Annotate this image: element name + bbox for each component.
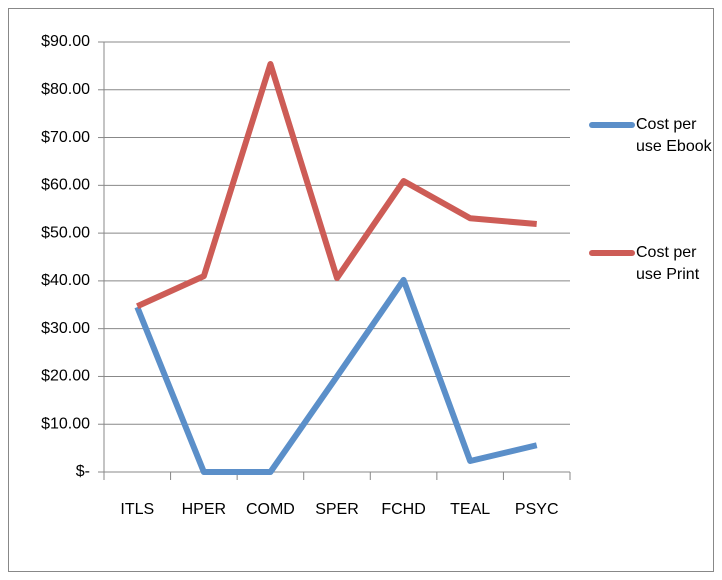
y-tick-label: $60.00 (41, 177, 90, 194)
y-tick-label: $80.00 (41, 81, 90, 98)
chart-border (8, 8, 714, 572)
y-tick-label: $90.00 (41, 33, 90, 50)
y-tick-label: $30.00 (41, 320, 90, 337)
y-tick-label: $40.00 (41, 272, 90, 289)
x-tick-label: COMD (246, 501, 295, 518)
x-tick-label: TEAL (450, 501, 490, 518)
y-tick-label: $10.00 (41, 415, 90, 432)
y-tick-label: $70.00 (41, 129, 90, 146)
legend-label: Cost per use Ebook (636, 116, 712, 155)
data-line (134, 276, 538, 475)
y-tick-label: $- (76, 463, 90, 480)
x-tick-label: HPER (182, 501, 226, 518)
x-tick-label: SPER (315, 501, 359, 518)
x-tick-label: PSYC (515, 501, 559, 518)
x-tick-label: FCHD (381, 501, 425, 518)
y-tick-label: $20.00 (41, 368, 90, 385)
legend-label: Cost per use Print (636, 244, 700, 283)
data-line (136, 60, 537, 309)
y-tick-label: $50.00 (41, 224, 90, 241)
x-tick-label: ITLS (120, 501, 154, 518)
